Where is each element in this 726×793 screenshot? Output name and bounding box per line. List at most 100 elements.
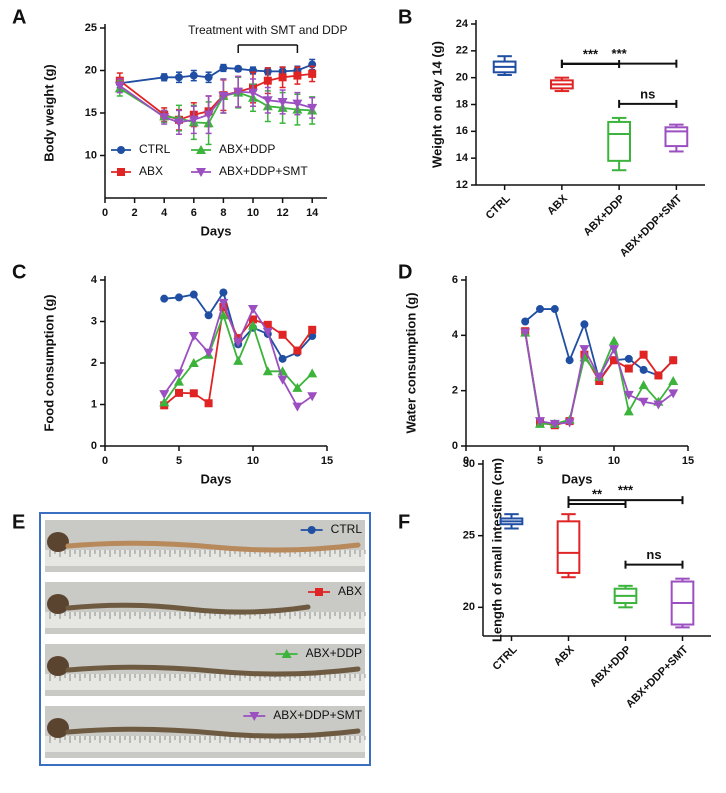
y-tick-label: 1 [91,398,97,410]
data-point [594,372,605,382]
data-point [668,375,679,385]
data-point [248,88,258,98]
data-point [203,110,214,120]
data-point [175,73,183,82]
x-axis-label: Days [200,223,231,238]
data-point [263,76,272,85]
x-tick-label: 5 [537,455,543,467]
panel-label: F [398,511,410,533]
data-point [623,406,634,416]
data-point [669,356,678,365]
data-point [278,330,287,339]
data-point [307,368,318,378]
legend-marker [281,649,292,658]
annotation: Treatment with SMT and DDP [188,23,347,37]
data-point [249,315,257,324]
intestine [65,602,311,615]
data-point [233,355,244,365]
x-tick-label: ABX [552,643,577,668]
data-point [160,294,169,303]
stomach [47,532,69,552]
data-point [653,400,664,410]
legend-marker [196,168,206,177]
data-point [159,113,170,123]
data-point [160,73,169,82]
y-axis-label: Length of small intestine (cm) [489,458,504,642]
legend-label: ABX+DDP+SMT [273,708,362,722]
legend-marker [314,588,323,596]
legend-label: ABX+DDP [219,142,275,156]
legend-marker [196,145,206,154]
data-point [175,293,183,302]
data-point [189,290,198,299]
data-point [549,419,560,429]
data-point [233,338,244,348]
data-point [262,96,273,106]
significance-label: ns [646,547,661,562]
series-line [163,299,313,408]
legend-label: CTRL [139,142,171,156]
x-tick-label: 10 [608,455,620,467]
x-tick-label: 14 [306,207,319,219]
panel-label: C [12,261,26,283]
data-point [189,389,198,398]
data-point [218,310,229,320]
panel-label: B [398,6,412,28]
legend-label: ABX [338,584,362,598]
data-point [610,356,618,365]
x-tick-label: 10 [247,207,259,219]
intestine [65,540,361,553]
y-tick-label: 10 [85,149,97,161]
data-point [262,327,273,337]
x-tick-label: CTRL [490,643,519,672]
data-point [308,325,317,334]
data-point [188,115,199,125]
data-point [609,345,619,355]
x-axis-label: Days [200,471,231,486]
y-tick-label: 15 [85,107,97,119]
data-point [277,375,288,385]
data-point [565,356,574,365]
data-point [308,69,317,78]
x-tick-label: 5 [176,455,182,467]
y-tick-label: 25 [85,22,97,34]
data-point [159,397,170,407]
y-tick-label: 20 [85,64,97,76]
data-point [159,390,170,400]
data-point [174,118,184,128]
legend-label: ABX+DDP+SMT [219,164,308,178]
x-tick-label: CTRL [484,192,513,221]
data-point [638,397,649,407]
data-point [639,365,648,374]
legend-label: ABX+DDP [306,646,362,660]
data-point [623,390,634,400]
data-point [204,311,213,320]
y-tick-label: 6 [452,274,458,286]
y-tick-label: 3 [91,315,97,327]
data-point [248,320,258,330]
y-tick-label: 20 [463,601,475,613]
x-tick-label: 2 [132,207,138,219]
y-tick-label: 4 [452,329,459,341]
data-point [219,63,228,72]
x-tick-label: ABX+DDP [581,193,627,239]
data-point [234,334,243,343]
data-point [277,97,288,107]
x-tick-label: ABX+DDP [588,644,634,690]
data-point [668,389,679,399]
significance-label: *** [583,46,599,61]
data-point [639,350,648,359]
y-axis-label: Food consumption (g) [41,294,56,431]
y-axis-label: Water consumption (g) [403,292,418,433]
data-point [278,73,287,82]
data-point [219,288,228,297]
legend-label: ABX [139,164,163,178]
y-tick-label: 2 [452,385,458,397]
legend-marker [117,146,125,154]
significance-label: ** [592,486,603,501]
y-tick-label: 18 [456,98,468,110]
x-tick-label: ABX+DDP+SMT [618,193,685,260]
y-tick-label: 2 [91,357,97,369]
data-point [535,417,545,427]
